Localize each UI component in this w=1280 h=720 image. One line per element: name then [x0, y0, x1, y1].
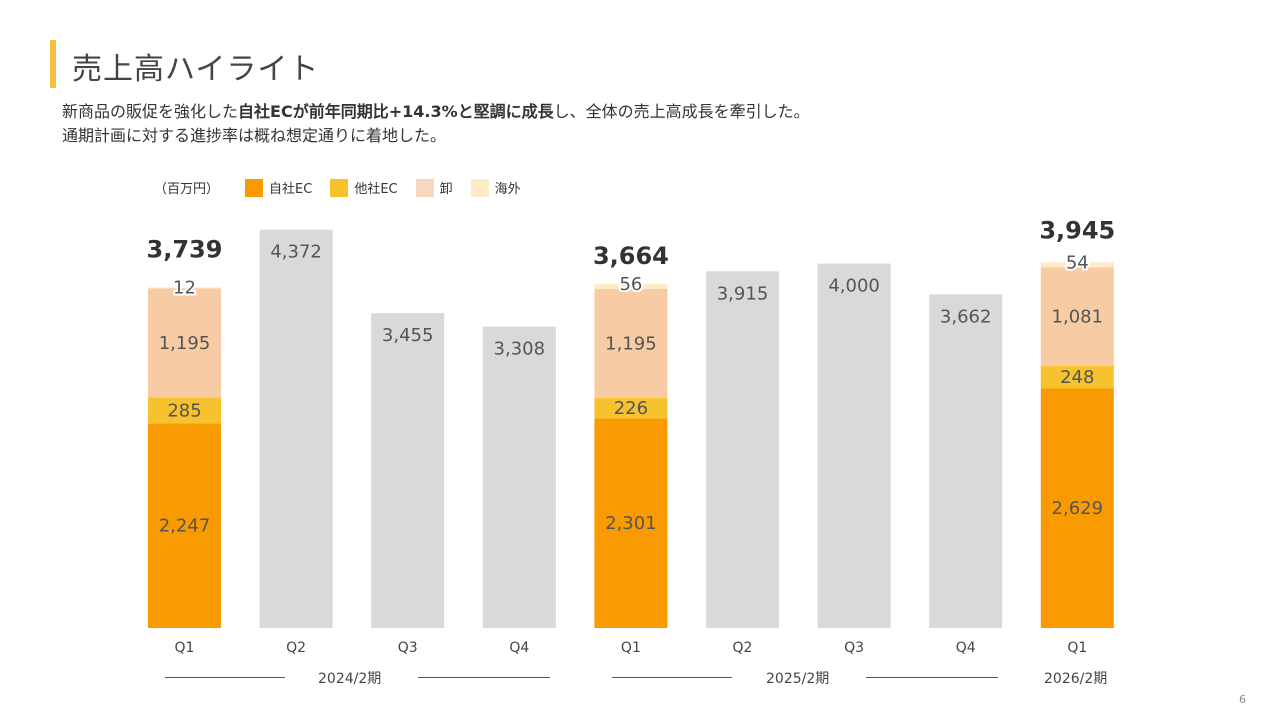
x-tick-label: Q1 [1067, 640, 1087, 656]
x-tick-label: Q3 [398, 640, 418, 656]
bar-segment-oroshi [594, 288, 668, 398]
segment-label-tasha-ec: 226 [614, 398, 648, 419]
legend-label-tasha-ec: 他社EC [354, 182, 398, 197]
segment-label-kaigai: 56 [619, 274, 642, 295]
bar-value-label: 3,455 [382, 325, 434, 346]
page-number: 6 [1239, 693, 1246, 706]
x-tick-label: Q1 [621, 640, 641, 656]
legend-label-kaigai: 海外 [494, 182, 521, 197]
total-label: 3,739 [147, 235, 223, 263]
summary-text: 新商品の販促を強化した自社ECが前年同期比+14.3%と堅調に成長し、全体の売上… [62, 100, 810, 148]
segment-label-jisha-ec: 2,247 [159, 516, 211, 537]
segment-label-kaigai: 54 [1066, 252, 1089, 273]
segment-label-tasha-ec: 285 [167, 400, 201, 421]
x-tick-label: Q2 [733, 640, 753, 656]
unit-label: （百万円） [154, 182, 220, 197]
legend-item-kaigai: 海外 [470, 178, 521, 197]
bar-value-label: 3,915 [717, 283, 769, 304]
bar-segment-kaigai [1040, 262, 1114, 268]
segment-label-jisha-ec: 2,629 [1052, 498, 1104, 519]
bar-segment-jisha-ec [148, 423, 221, 628]
bar-segment-oroshi [148, 288, 221, 398]
title-accent-bar [50, 40, 56, 88]
period-label-2026: 2026/2期 [1044, 671, 1108, 687]
period-line-2025-right [866, 677, 998, 678]
x-tick-label: Q2 [286, 640, 306, 656]
legend-swatch-oroshi [415, 178, 434, 197]
legend-item-tasha-ec: 他社EC [330, 178, 398, 197]
segment-label-jisha-ec: 2,301 [605, 513, 657, 534]
summary-line-1-b: し、全体の売上高成長を牽引した。 [553, 102, 810, 121]
total-label: 3,945 [1039, 217, 1115, 245]
bar-segment-jisha-ec [1040, 388, 1114, 628]
period-line-2024-left [165, 677, 285, 678]
segment-label-tasha-ec: 248 [1060, 367, 1094, 388]
period-line-2024-right [418, 677, 550, 678]
legend-item-oroshi: 卸 [415, 178, 453, 197]
x-tick-label: Q3 [844, 640, 864, 656]
bar-segment-jisha-ec [594, 418, 668, 628]
page-title: 売上高ハイライト [72, 52, 320, 87]
period-label-2025: 2025/2期 [766, 671, 830, 687]
bar-total [817, 263, 891, 628]
period-line-2025-left [612, 677, 732, 678]
total-label: 3,664 [593, 242, 669, 270]
bar-segment-oroshi [1040, 267, 1114, 366]
summary-line-2: 通期計画に対する進捗率は概ね想定通りに着地した。 [62, 126, 447, 145]
bar-segment-tasha-ec [148, 397, 221, 424]
segment-label-oroshi: 1,195 [159, 333, 211, 354]
summary-line-1-bold: 自社ECが前年同期比+14.3%と堅調に成長 [238, 102, 554, 121]
legend-swatch-kaigai [470, 178, 489, 197]
summary-line-1-a: 新商品の販促を強化した [62, 102, 239, 121]
bar-value-label: 4,000 [828, 276, 880, 297]
x-tick-label: Q4 [509, 640, 529, 656]
bar-segment-kaigai [594, 283, 668, 289]
legend-label-oroshi: 卸 [439, 182, 453, 197]
legend-swatch-tasha-ec [330, 178, 349, 197]
segment-label-oroshi: 1,081 [1052, 307, 1104, 328]
legend-item-jisha-ec: 自社EC [245, 178, 312, 197]
legend-label-jisha-ec: 自社EC [269, 182, 313, 197]
legend-swatch-jisha-ec [245, 178, 264, 197]
bar-segment-kaigai [148, 287, 221, 289]
bar-total [482, 326, 556, 628]
bar-value-label: 4,372 [270, 242, 322, 263]
bar-total [929, 294, 1003, 628]
x-tick-label: Q1 [175, 640, 195, 656]
bar-total [259, 229, 333, 628]
period-label-2024: 2024/2期 [318, 671, 382, 687]
bar-value-label: 3,662 [940, 306, 992, 327]
bar-segment-tasha-ec [1040, 365, 1114, 389]
segment-label-kaigai: 12 [173, 277, 196, 298]
summary-line-1: 新商品の販促を強化した自社ECが前年同期比+14.3%と堅調に成長し、全体の売上… [62, 100, 810, 124]
segment-label-oroshi: 1,195 [605, 333, 657, 354]
bar-total [706, 271, 779, 628]
bar-total [371, 313, 445, 628]
chart-legend: （百万円） 自社EC 他社EC 卸 海外 [154, 178, 539, 197]
bar-value-label: 3,308 [494, 339, 546, 360]
bar-segment-tasha-ec [594, 397, 668, 419]
x-tick-label: Q4 [956, 640, 976, 656]
